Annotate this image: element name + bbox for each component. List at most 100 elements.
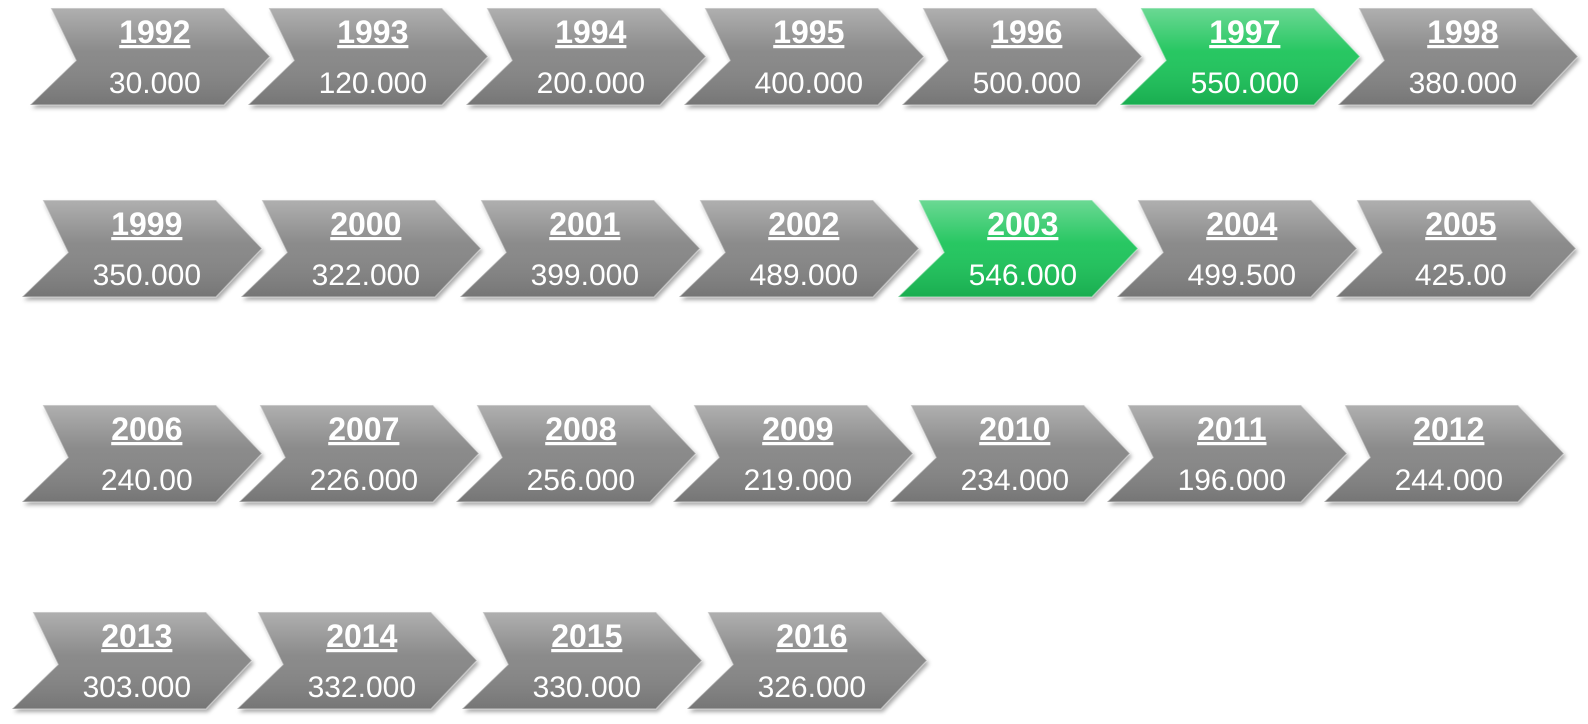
value: 240.00 — [101, 464, 193, 497]
chevron: 1996 500.000 — [900, 7, 1144, 106]
year: 2001 — [549, 206, 620, 242]
chevron-shine — [888, 404, 1132, 503]
chevron: 1999 350.000 — [20, 199, 264, 298]
chevron-shine — [671, 404, 915, 503]
year: 2004 — [1206, 206, 1277, 242]
year: 1994 — [555, 14, 626, 50]
year: 1999 — [111, 206, 182, 242]
chevron-shine — [454, 404, 698, 503]
chevron: 2002 489.000 — [677, 199, 921, 298]
chevron: 2014 332.000 — [235, 611, 479, 710]
chevron: 2009 219.000 — [671, 404, 915, 503]
chevron: 2004 499.500 — [1115, 199, 1359, 298]
chevron-shine — [460, 611, 704, 710]
chevron: 2007 226.000 — [237, 404, 481, 503]
chevron: 2003 546.000 — [896, 199, 1140, 298]
year: 2014 — [326, 618, 397, 654]
value: 546.000 — [969, 259, 1077, 292]
value: 330.000 — [533, 671, 641, 704]
value: 30.000 — [109, 67, 201, 100]
chevron-shine — [239, 199, 483, 298]
value: 326.000 — [758, 671, 866, 704]
value: 219.000 — [744, 464, 852, 497]
chevron: 2016 326.000 — [685, 611, 929, 710]
year: 2011 — [1197, 411, 1266, 447]
chevron: 1995 400.000 — [682, 7, 926, 106]
year: 1992 — [119, 14, 190, 50]
year: 1998 — [1427, 14, 1498, 50]
value: 244.000 — [1395, 464, 1503, 497]
year: 1996 — [991, 14, 1062, 50]
chevron-shine — [1118, 7, 1362, 106]
chevron-shine — [464, 7, 708, 106]
value: 196.000 — [1178, 464, 1286, 497]
chevron-shine — [685, 611, 929, 710]
value: 256.000 — [527, 464, 635, 497]
year: 2005 — [1425, 206, 1496, 242]
chevron-shine — [458, 199, 702, 298]
year: 1995 — [773, 14, 844, 50]
chevron: 2001 399.000 — [458, 199, 702, 298]
chevron-shine — [677, 199, 921, 298]
year: 2015 — [551, 618, 622, 654]
chevron: 2006 240.00 — [20, 404, 264, 503]
chevron-shine — [20, 404, 264, 503]
chevron-shine — [1322, 404, 1566, 503]
value: 489.000 — [750, 259, 858, 292]
value: 332.000 — [308, 671, 416, 704]
chevron: 2015 330.000 — [460, 611, 704, 710]
year: 2000 — [330, 206, 401, 242]
year: 2007 — [328, 411, 399, 447]
value: 499.500 — [1188, 259, 1296, 292]
chevron-shine — [28, 7, 272, 106]
year: 1997 — [1209, 14, 1280, 50]
year: 2006 — [111, 411, 182, 447]
chevron: 2012 244.000 — [1322, 404, 1566, 503]
value: 400.000 — [755, 67, 863, 100]
chevron: 2010 234.000 — [888, 404, 1132, 503]
chevron-shine — [20, 199, 264, 298]
chevron: 2013 303.000 — [10, 611, 254, 710]
value: 550.000 — [1191, 67, 1299, 100]
value: 425.00 — [1415, 259, 1507, 292]
chevron: 1993 120.000 — [246, 7, 490, 106]
value: 350.000 — [93, 259, 201, 292]
chevron-shine — [900, 7, 1144, 106]
value: 120.000 — [319, 67, 427, 100]
value: 234.000 — [961, 464, 1069, 497]
year: 2012 — [1413, 411, 1484, 447]
value: 303.000 — [83, 671, 191, 704]
year: 2003 — [987, 206, 1058, 242]
chevron-shine — [896, 199, 1140, 298]
year: 1993 — [337, 14, 408, 50]
year: 2013 — [101, 618, 172, 654]
chevron: 1997 550.000 — [1118, 7, 1362, 106]
chevron-shine — [237, 404, 481, 503]
year: 2008 — [545, 411, 616, 447]
chevron: 2011 196.000 — [1105, 404, 1349, 503]
chevron-shine — [10, 611, 254, 710]
chevron-shine — [246, 7, 490, 106]
chevron: 1998 380.000 — [1336, 7, 1580, 106]
year: 2009 — [762, 411, 833, 447]
chevron-shine — [1115, 199, 1359, 298]
year: 2002 — [768, 206, 839, 242]
chevron: 2005 425.00 — [1334, 199, 1578, 298]
chevron: 1992 30.000 — [28, 7, 272, 106]
chevron-shine — [682, 7, 926, 106]
chevron-shine — [1105, 404, 1349, 503]
value: 200.000 — [537, 67, 645, 100]
chevron: 1994 200.000 — [464, 7, 708, 106]
value: 399.000 — [531, 259, 639, 292]
chevron-shine — [1336, 7, 1580, 106]
chevron-shine — [235, 611, 479, 710]
chevron: 2000 322.000 — [239, 199, 483, 298]
value: 500.000 — [973, 67, 1081, 100]
chevron: 2008 256.000 — [454, 404, 698, 503]
value: 380.000 — [1409, 67, 1517, 100]
year: 2010 — [979, 411, 1050, 447]
chevron-shine — [1334, 199, 1578, 298]
year: 2016 — [776, 618, 847, 654]
